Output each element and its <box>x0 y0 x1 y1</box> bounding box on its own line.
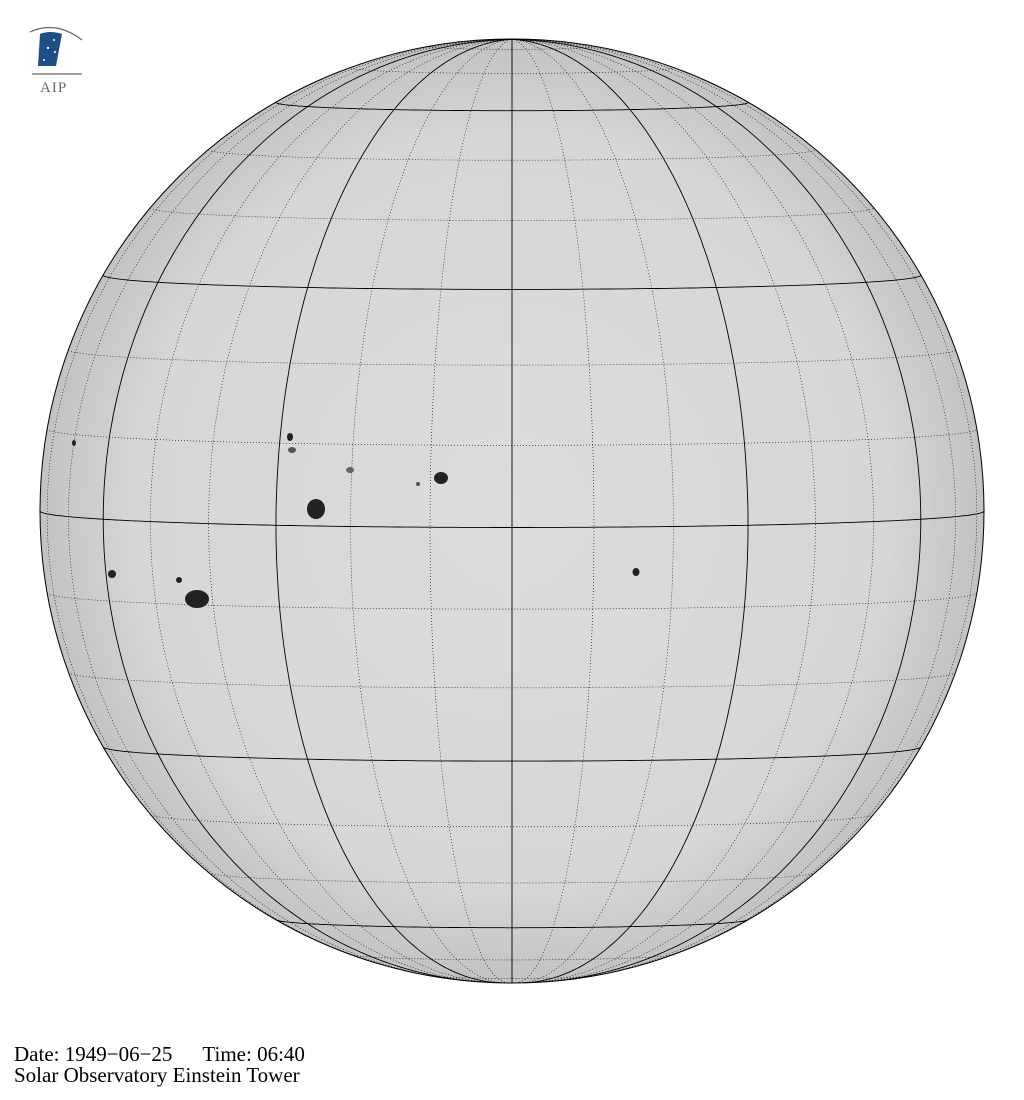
aip-logo <box>29 26 83 75</box>
longitude-line <box>275 38 513 984</box>
caption: Date: 1949−06−25 Time: 06:40 Solar Observ… <box>14 1044 305 1086</box>
sunspot <box>185 590 209 608</box>
longitude-line <box>511 39 956 981</box>
sunspots <box>72 433 640 608</box>
longitude-line <box>511 38 922 983</box>
solar-limb <box>39 38 985 984</box>
sunspot <box>346 467 354 473</box>
sunspot <box>288 447 296 453</box>
sunspot <box>72 440 76 446</box>
date-label: Date: 1949−06−25 <box>14 1042 173 1066</box>
longitude-line <box>511 38 749 984</box>
sunspot <box>176 577 182 583</box>
longitude-line <box>46 39 513 974</box>
solar-disk-image <box>39 38 985 984</box>
time-label: Time: 06:40 <box>202 1042 305 1066</box>
observatory-label: Solar Observatory Einstein Tower <box>14 1063 300 1087</box>
latitude-line <box>351 954 673 961</box>
longitude-line <box>511 39 874 983</box>
heliographic-grid <box>39 38 985 984</box>
sunspot <box>108 570 116 578</box>
longitude-line <box>150 39 513 983</box>
sunspot <box>434 472 448 484</box>
longitude-line <box>511 39 595 984</box>
longitude-line <box>511 39 978 974</box>
longitude-line <box>208 39 513 983</box>
longitude-line <box>429 39 513 984</box>
sunspot <box>632 568 640 576</box>
longitude-line <box>102 38 513 983</box>
logo-text: AIP <box>40 80 68 96</box>
longitude-line <box>68 39 513 981</box>
sunspot <box>307 499 325 519</box>
sunspot <box>416 482 420 486</box>
sunspot <box>287 433 293 441</box>
longitude-line <box>511 39 816 983</box>
